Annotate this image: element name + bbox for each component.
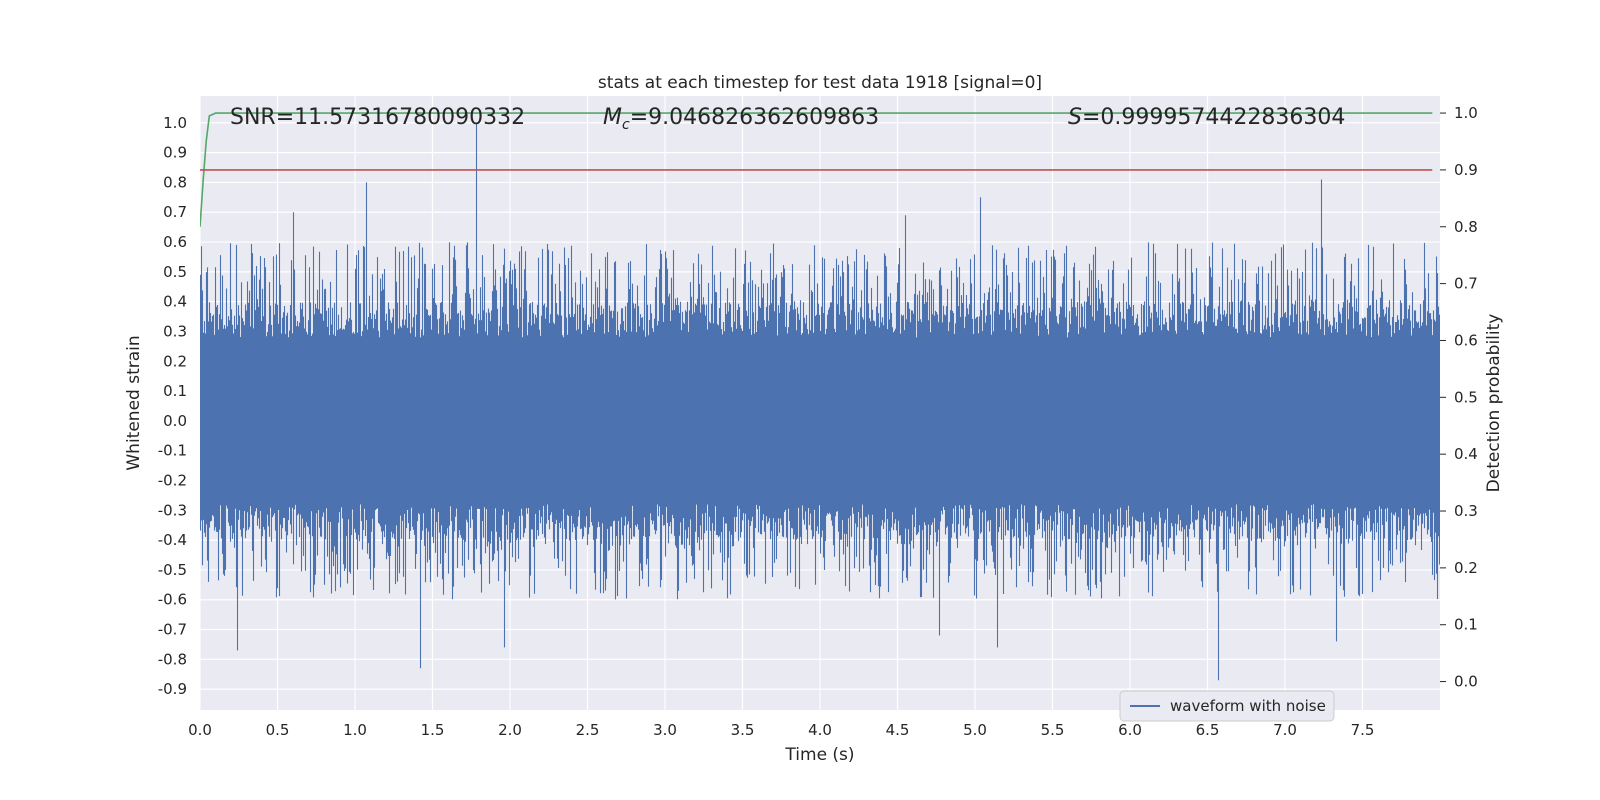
legend: waveform with noise xyxy=(1119,690,1335,722)
x-tick-label: 1.5 xyxy=(421,721,445,739)
y-tick-label: 0.9 xyxy=(163,144,187,162)
y2-tick-label: 0.4 xyxy=(1454,445,1478,463)
chart-title: stats at each timestep for test data 191… xyxy=(598,73,1042,93)
x-tick-label: 3.0 xyxy=(653,721,677,739)
x-tick-label: 7.0 xyxy=(1273,721,1297,739)
snr-annotation: SNR=11.57316780090332 xyxy=(230,105,525,130)
x-tick-label: 2.0 xyxy=(498,721,522,739)
y-tick-label: -0.2 xyxy=(158,471,187,489)
legend-label-waveform: waveform with noise xyxy=(1170,697,1326,715)
y-tick-label: 0.7 xyxy=(163,203,187,221)
y2-axis-ticks: 1.0 0.9 0.8 0.7 0.6 0.5 0.4 0.3 0.2 0.1 0.0 xyxy=(1440,104,1478,691)
detection-probability-line xyxy=(200,112,1433,227)
y2-tick-label: 0.0 xyxy=(1454,673,1478,691)
y-tick-label: 1.0 xyxy=(163,114,187,132)
x-axis-label: Time (s) xyxy=(784,745,854,765)
x-tick-label: 2.5 xyxy=(576,721,600,739)
y2-tick-label: 0.1 xyxy=(1454,616,1478,634)
x-tick-label: 4.5 xyxy=(886,721,910,739)
y-tick-label: -0.5 xyxy=(158,561,187,579)
y-tick-label: 0.4 xyxy=(163,293,187,311)
y-tick-label: -0.9 xyxy=(158,680,187,698)
x-tick-label: 6.0 xyxy=(1118,721,1142,739)
y2-tick-label: 1.0 xyxy=(1454,104,1478,122)
y-tick-label: -0.4 xyxy=(158,531,187,549)
y-axis-label: Whitened strain xyxy=(124,335,144,470)
y-tick-label: 0.2 xyxy=(163,352,187,370)
x-tick-label: 6.5 xyxy=(1196,721,1220,739)
y2-tick-label: 0.9 xyxy=(1454,161,1478,179)
x-tick-label: 3.5 xyxy=(731,721,755,739)
y-tick-label: 0.6 xyxy=(163,233,187,251)
x-tick-label: 0.5 xyxy=(266,721,290,739)
y-axis-ticks: 1.0 0.9 0.8 0.7 0.6 0.5 0.4 0.3 0.2 0.1 0.0 -0.1 -0.… xyxy=(158,114,187,698)
x-tick-label: 0.0 xyxy=(188,721,212,739)
x-tick-label: 5.5 xyxy=(1041,721,1065,739)
score-annotation: S=0.9999574422836304 xyxy=(1068,105,1345,130)
y2-tick-label: 0.2 xyxy=(1454,559,1478,577)
y-tick-label: -0.7 xyxy=(158,621,187,639)
y2-tick-label: 0.7 xyxy=(1454,275,1478,293)
y2-tick-label: 0.8 xyxy=(1454,218,1478,236)
x-tick-label: 5.0 xyxy=(963,721,987,739)
y-tick-label: 0.5 xyxy=(163,263,187,281)
y-tick-label: -0.6 xyxy=(158,591,187,609)
y-tick-label: 0.8 xyxy=(163,173,187,191)
y2-tick-label: 0.5 xyxy=(1454,388,1478,406)
y-tick-label: 0.0 xyxy=(163,412,187,430)
y2-tick-label: 0.6 xyxy=(1454,331,1478,349)
chirp-mass-annotation: Mc=9.046826362609863 xyxy=(603,105,879,133)
x-tick-label: 4.0 xyxy=(808,721,832,739)
x-tick-label: 7.5 xyxy=(1351,721,1375,739)
y-tick-label: -0.3 xyxy=(158,501,187,519)
waveform-series xyxy=(200,122,1440,681)
y-tick-label: -0.8 xyxy=(158,650,187,668)
y2-axis-label: Detection probability xyxy=(1484,314,1504,493)
waveform-trace xyxy=(200,122,1440,681)
x-tick-label: 1.0 xyxy=(343,721,367,739)
x-axis-ticks: 0.0 0.5 1.0 1.5 2.0 2.5 3.0 3.5 4.0 4.5 5.0 5.5 6.0 6… xyxy=(188,721,1374,739)
y2-tick-label: 0.3 xyxy=(1454,502,1478,520)
y-tick-label: 0.1 xyxy=(163,382,187,400)
y-tick-label: 0.3 xyxy=(163,322,187,340)
y-tick-label: -0.1 xyxy=(158,442,187,460)
legend-box xyxy=(1119,690,1335,722)
